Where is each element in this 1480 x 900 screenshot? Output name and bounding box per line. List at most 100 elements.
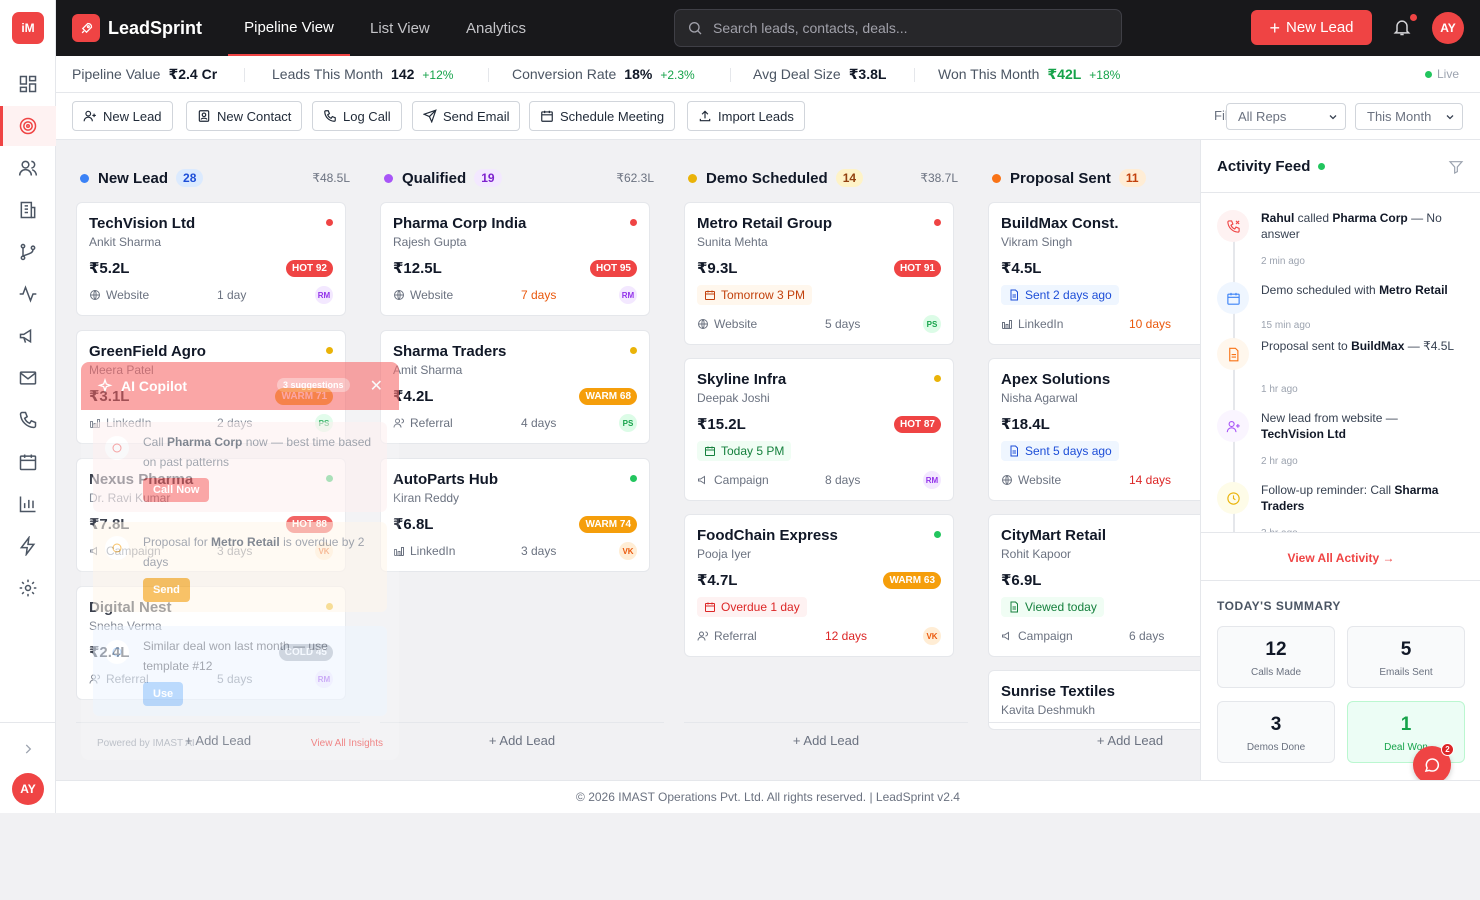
card-footer: LinkedIn 10 days [1001, 316, 1200, 332]
pipeline-column: Qualified 19 ₹62.3L Pharma Corp India Rajesh… [380, 140, 664, 780]
activity-icon[interactable] [0, 274, 56, 314]
phone-icon[interactable] [0, 400, 56, 440]
lightbulb-icon [105, 640, 129, 664]
insight-action-button[interactable]: Use [143, 682, 184, 706]
close-icon[interactable]: ✕ [369, 378, 383, 395]
activity-actor: Rahul [1261, 211, 1295, 225]
users-icon [393, 417, 405, 429]
column-title: Proposal Sent [1010, 169, 1111, 187]
activity-item: Follow-up reminder: Call Sharma Traders 3… [1217, 482, 1467, 532]
mail-icon[interactable] [0, 358, 56, 398]
deal-amount: ₹15.2L [697, 416, 746, 433]
panel-divider [1201, 532, 1480, 533]
action-label: Log Call [343, 108, 391, 124]
insight-action-button[interactable]: Send [143, 578, 190, 602]
user-avatar[interactable]: AY [12, 773, 44, 805]
stat-divider [914, 68, 915, 82]
chevron-down-icon [1444, 111, 1456, 123]
app-logo[interactable]: iM [12, 12, 44, 44]
insight-action-button[interactable]: Call Now [143, 478, 210, 502]
lead-card[interactable]: AutoParts Hub Kiran Reddy ₹6.8L WARM 74 Link… [380, 458, 650, 572]
insight-pre: Similar deal won last month — use templa… [143, 639, 328, 673]
building-icon[interactable] [0, 190, 56, 230]
chevron-down-icon [1327, 111, 1339, 123]
source-label: Campaign [714, 473, 769, 487]
lead-card[interactable]: BuildMax Const. Vikram Singh ₹4.5L Sent 2 d… [988, 202, 1200, 345]
lead-score-badge: HOT 87 [893, 415, 941, 433]
settings-icon[interactable] [0, 568, 56, 608]
deal-amount: ₹4.2L [393, 388, 434, 405]
bell-icon[interactable] [1392, 17, 1412, 37]
column-count: 11 [1118, 169, 1146, 187]
lead-source: Website [393, 288, 513, 302]
source-label: Website [106, 288, 150, 302]
pipeline-icon[interactable] [0, 232, 56, 272]
stage-dot [80, 173, 89, 183]
add-lead-button[interactable]: + Add Lead [380, 722, 664, 758]
megaphone-icon[interactable] [0, 316, 56, 356]
dashboard-icon[interactable] [0, 64, 56, 104]
lead-age: 10 days [1129, 317, 1172, 331]
chart-icon[interactable] [0, 484, 56, 524]
rail-divider [0, 722, 56, 723]
lead-source: Website [89, 288, 209, 302]
lead-card[interactable]: CityMart Retail Rohit Kapoor ₹6.9LW Viewed … [988, 514, 1200, 657]
status-chip: Today 5 PM [697, 441, 792, 461]
lead-card[interactable]: Metro Retail Group Sunita Mehta ₹9.3L HOT 9… [684, 202, 954, 345]
action-new-lead[interactable]: New Lead [72, 101, 173, 131]
pipeline-board: New Lead 28 ₹48.5L TechVision Ltd Ankit Shar… [56, 140, 1200, 780]
stat-label: Leads This Month [272, 66, 384, 82]
search-input[interactable] [713, 20, 1093, 36]
insight-text: Similar deal won last month — use templa… [143, 636, 377, 676]
view-all-insights-link[interactable]: View All Insights [310, 738, 383, 749]
expand-chevron-icon[interactable] [0, 729, 56, 769]
users-icon[interactable] [0, 148, 56, 188]
lead-company: CityMart Retail [1001, 527, 1107, 544]
lead-contact: Pooja Iyer [697, 547, 752, 561]
action-schedule-meeting[interactable]: Schedule Meeting [529, 101, 676, 131]
target-icon[interactable] [0, 106, 56, 146]
tab-analytics[interactable]: Analytics [466, 19, 527, 37]
filter-icon[interactable] [1448, 159, 1464, 175]
view-all-activity-link[interactable]: View All Activity → [1287, 551, 1395, 565]
period-filter-select[interactable]: This Month [1355, 103, 1463, 130]
deal-amount: ₹6.9L [1001, 572, 1042, 589]
stat-label: Won This Month [938, 66, 1040, 82]
lead-card[interactable]: TechVision Ltd Ankit Sharma ₹5.2L HOT 92 Web… [76, 202, 346, 316]
lead-card[interactable]: Sharma Traders Amit Sharma ₹4.2L WARM 68 Ref… [380, 330, 650, 444]
lead-card[interactable]: Apex Solutions Nisha Agarwal ₹18.4LW Sent 5… [988, 358, 1200, 501]
tab-list-view[interactable]: List View [370, 19, 430, 37]
action-log-call[interactable]: Log Call [312, 101, 402, 131]
lead-score-badge: WARM 74 [579, 515, 637, 533]
users-icon [697, 630, 709, 642]
upload-icon [698, 109, 712, 123]
add-lead-button[interactable]: + Add Lead [76, 722, 360, 758]
card-footer: Website 7 days RM [393, 286, 637, 304]
lead-card[interactable]: FoodChain Express Pooja Iyer ₹4.7L WARM 63 O… [684, 514, 954, 657]
lead-card[interactable]: Pharma Corp India Rajesh Gupta ₹12.5L HOT 9… [380, 202, 650, 316]
lead-card[interactable]: Skyline Infra Deepak Joshi ₹15.2L HOT 87 Tod… [684, 358, 954, 501]
header-avatar[interactable]: AY [1432, 12, 1464, 44]
card-value-row: ₹4.2L WARM 68 [393, 387, 637, 405]
new-lead-button[interactable]: + New Lead [1251, 10, 1372, 45]
add-lead-button[interactable]: + Add Lead [988, 722, 1200, 758]
page-background [0, 813, 1480, 900]
brand[interactable]: LeadSprint [72, 14, 202, 42]
add-lead-button[interactable]: + Add Lead [684, 722, 968, 758]
activity-text: Follow-up reminder: Call Sharma Traders [1261, 482, 1461, 514]
action-new-contact[interactable]: New Contact [186, 101, 303, 131]
source-label: Campaign [1018, 629, 1073, 643]
status-chip: Overdue 1 day [697, 597, 807, 617]
rep-filter-select[interactable]: All Reps [1226, 103, 1346, 130]
lead-card[interactable]: Sunrise Textiles Kavita Deshmukh [988, 670, 1200, 730]
calendar-icon[interactable] [0, 442, 56, 482]
zap-icon[interactable] [0, 526, 56, 566]
copilot-insight: Call Pharma Corp now — best time based o… [93, 422, 387, 512]
ai-copilot-panel: AI Copilot 3 suggestions ✕ Call Pharma Corp… [81, 362, 399, 760]
priority-dot [326, 219, 333, 226]
action-send-email[interactable]: Send Email [412, 101, 521, 131]
tab-pipeline-view[interactable]: Pipeline View [228, 0, 350, 56]
priority-dot [630, 219, 637, 226]
column-title: Demo Scheduled [706, 169, 828, 187]
action-import-leads[interactable]: Import Leads [687, 101, 805, 131]
